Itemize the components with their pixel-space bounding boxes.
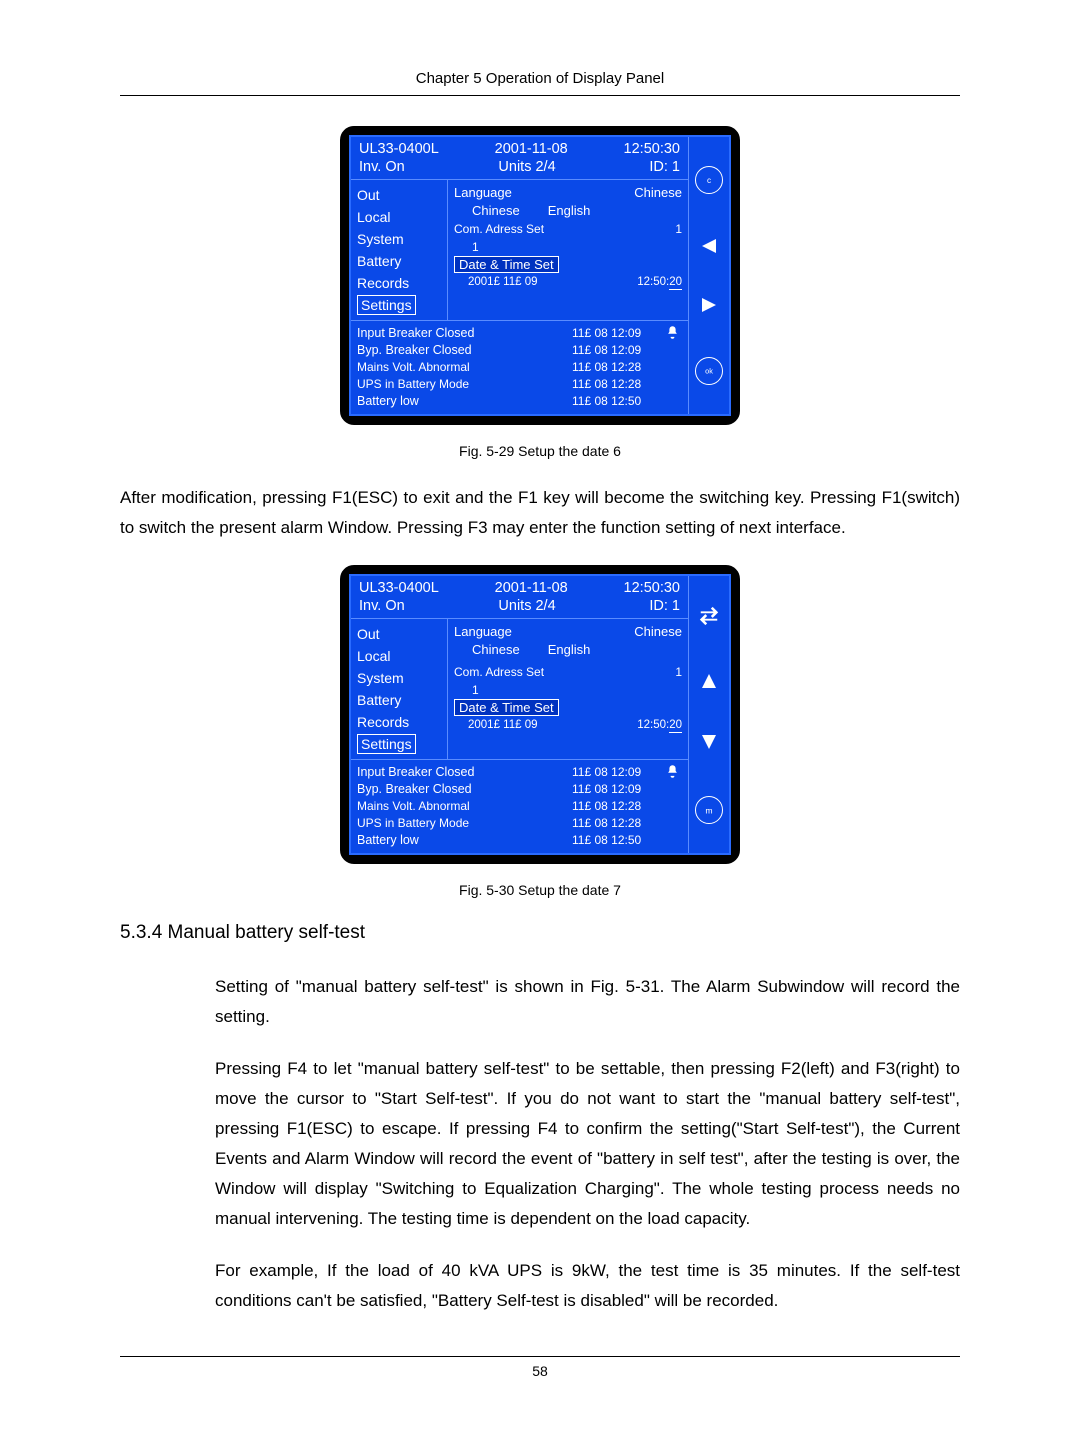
bell-icon [665, 325, 680, 344]
esc-button[interactable]: c [695, 166, 723, 194]
language-label: Language [454, 184, 512, 202]
alarm-ts: 11£ 08 12:28 [572, 359, 682, 376]
menu-item-system[interactable]: System [357, 228, 447, 250]
date-edit-value: 2001£ 11£ 09 [468, 716, 538, 734]
time-edit-value: 12:50:20 [637, 716, 682, 734]
up-arrow-button[interactable] [702, 674, 716, 688]
alarm-msg: Mains Volt. Abnormal [357, 798, 572, 815]
date-time-set-label[interactable]: Date & Time Set [454, 256, 559, 273]
language-label: Language [454, 623, 512, 641]
chapter-header: Chapter 5 Operation of Display Panel [120, 70, 960, 96]
language-option-english[interactable]: English [548, 641, 591, 659]
right-arrow-button[interactable] [702, 298, 716, 312]
page-number: 58 [120, 1356, 960, 1379]
menu-item-local[interactable]: Local [357, 645, 447, 667]
alarm-msg: Battery low [357, 832, 572, 849]
menu-item-settings[interactable]: Settings [357, 295, 416, 315]
menu-item-system[interactable]: System [357, 667, 447, 689]
menu-item-records[interactable]: Records [357, 272, 447, 294]
language-option-chinese[interactable]: Chinese [472, 641, 520, 659]
switch-icon[interactable] [698, 605, 720, 627]
id-label: ID: 1 [649, 598, 680, 614]
language-option-chinese[interactable]: Chinese [472, 202, 520, 220]
language-value: Chinese [634, 623, 682, 641]
svg-text:m: m [705, 805, 712, 815]
time-label: 12:50:30 [624, 580, 680, 596]
com-address-value: 1 [675, 220, 682, 238]
alarm-ts: 11£ 08 12:50 [572, 393, 682, 410]
alarm-ts: 11£ 08 12:28 [572, 798, 682, 815]
alarm-msg: Battery low [357, 393, 572, 410]
paragraph-d: For example, If the load of 40 kVA UPS i… [215, 1256, 960, 1316]
bell-icon [665, 764, 680, 783]
com-address-sub: 1 [472, 681, 479, 699]
lcd-panel-2: UL33-0400L 2001-11-08 12:50:30 Inv. On U… [340, 565, 740, 864]
menu-item-local[interactable]: Local [357, 206, 447, 228]
time-edit-value: 12:50:20 [637, 273, 682, 291]
time-label: 12:50:30 [624, 141, 680, 157]
alarm-ts: 11£ 08 12:28 [572, 376, 682, 393]
language-value: Chinese [634, 184, 682, 202]
ok-button[interactable]: ok [695, 357, 723, 385]
menu-item-battery[interactable]: Battery [357, 689, 447, 711]
svg-text:c: c [707, 176, 711, 185]
alarm-msg: Mains Volt. Abnormal [357, 359, 572, 376]
lcd-panel-1: UL33-0400L 2001-11-08 12:50:30 Inv. On U… [340, 126, 740, 425]
language-option-english[interactable]: English [548, 202, 591, 220]
id-label: ID: 1 [649, 159, 680, 175]
alarm-msg: Input Breaker Closed [357, 325, 572, 342]
date-time-set-label[interactable]: Date & Time Set [454, 699, 559, 716]
alarm-ts: 11£ 08 12:28 [572, 815, 682, 832]
alarm-window: Input Breaker Closed11£ 08 12:09 Byp. Br… [351, 760, 688, 853]
figure-caption-2: Fig. 5-30 Setup the date 7 [120, 882, 960, 898]
alarm-msg: Byp. Breaker Closed [357, 781, 572, 798]
status-label: Inv. On [359, 598, 405, 614]
svg-text:ok: ok [705, 367, 713, 376]
alarm-ts: 11£ 08 12:09 [572, 781, 682, 798]
model-label: UL33-0400L [359, 580, 439, 596]
model-label: UL33-0400L [359, 141, 439, 157]
left-arrow-button[interactable] [702, 239, 716, 253]
status-label: Inv. On [359, 159, 405, 175]
paragraph-after-fig29: After modification, pressing F1(ESC) to … [120, 483, 960, 543]
menu-item-battery[interactable]: Battery [357, 250, 447, 272]
date-label: 2001-11-08 [495, 141, 568, 157]
menu-list: Out Local System Battery Records Setting… [351, 180, 447, 320]
units-label: Units 2/4 [498, 159, 555, 175]
units-label: Units 2/4 [498, 598, 555, 614]
com-address-value: 1 [675, 663, 682, 681]
section-heading: 5.3.4 Manual battery self-test [120, 922, 960, 944]
figure-caption-1: Fig. 5-29 Setup the date 6 [120, 443, 960, 459]
menu-item-settings[interactable]: Settings [357, 734, 416, 754]
date-label: 2001-11-08 [495, 580, 568, 596]
alarm-ts: 11£ 08 12:09 [572, 342, 682, 359]
alarm-ts: 11£ 08 12:50 [572, 832, 682, 849]
date-edit-value: 2001£ 11£ 09 [468, 273, 538, 291]
paragraph-c: Pressing F4 to let "manual battery self-… [215, 1054, 960, 1234]
alarm-msg: UPS in Battery Mode [357, 815, 572, 832]
menu-item-out[interactable]: Out [357, 623, 447, 645]
menu-button[interactable]: m [695, 796, 723, 824]
alarm-window: Input Breaker Closed11£ 08 12:09 Byp. Br… [351, 321, 688, 414]
menu-item-records[interactable]: Records [357, 711, 447, 733]
com-address-label: Com. Adress Set [454, 220, 544, 238]
down-arrow-button[interactable] [702, 735, 716, 749]
com-address-sub: 1 [472, 238, 479, 256]
alarm-msg: Input Breaker Closed [357, 764, 572, 781]
alarm-msg: Byp. Breaker Closed [357, 342, 572, 359]
paragraph-b: Setting of "manual battery self-test" is… [215, 972, 960, 1032]
com-address-label: Com. Adress Set [454, 663, 544, 681]
alarm-msg: UPS in Battery Mode [357, 376, 572, 393]
menu-list: Out Local System Battery Records Setting… [351, 619, 447, 759]
menu-item-out[interactable]: Out [357, 184, 447, 206]
